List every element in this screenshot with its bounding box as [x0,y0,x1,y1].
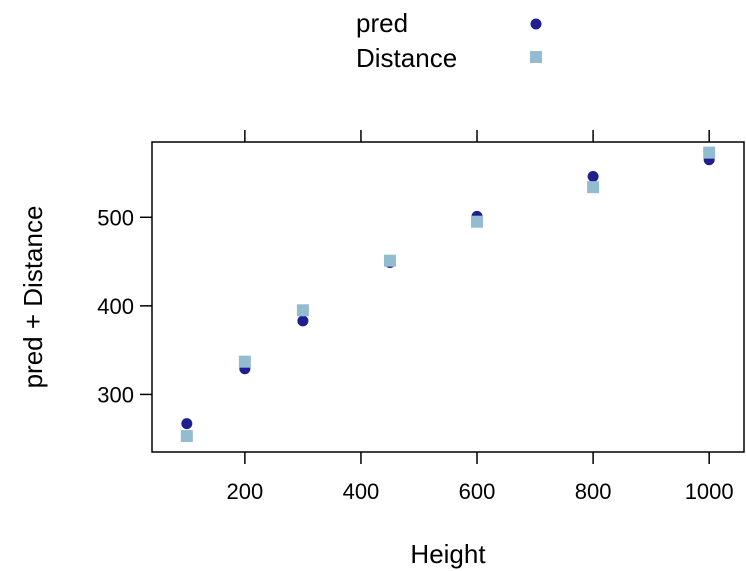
point-distance [238,355,251,368]
data-points [180,146,716,443]
x-tick-label: 600 [459,479,496,504]
x-tick-label: 200 [227,479,264,504]
x-tick-label: 400 [343,479,380,504]
y-axis-title: pred + Distance [18,206,48,389]
legend-label-distance: Distance [356,43,457,73]
legend: pred Distance [356,8,542,73]
y-tick-label: 400 [97,294,134,319]
point-pred [181,418,193,430]
point-distance [587,181,600,194]
x-tick-label: 1000 [685,479,734,504]
point-distance [383,254,396,267]
legend-label-pred: pred [356,8,408,38]
y-tick-label: 500 [97,205,134,230]
point-pred [297,315,309,327]
plot-frame [151,141,745,453]
x-axis-top [244,130,710,142]
point-distance [296,304,309,317]
point-distance [180,430,193,443]
point-pred [587,171,599,183]
y-tick-label: 300 [97,382,134,407]
point-distance [703,146,716,159]
legend-marker-pred [530,18,542,30]
x-axis-title: Height [410,539,486,569]
x-tick-label: 800 [575,479,612,504]
y-axis: 300 400 500 [97,205,152,407]
legend-marker-distance [530,51,542,63]
x-axis-bottom: 200 400 600 800 1000 [227,452,734,504]
point-distance [471,215,484,228]
